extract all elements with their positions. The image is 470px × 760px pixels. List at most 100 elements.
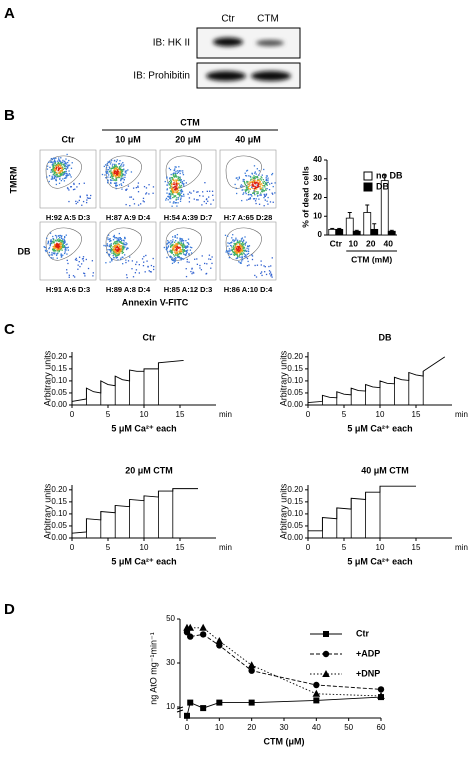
flow-event [87, 267, 90, 270]
flow-event [178, 195, 181, 197]
flow-event [209, 258, 212, 261]
flow-event [74, 259, 77, 261]
flow-event [197, 199, 199, 201]
y-tick-label: 0.00 [51, 533, 67, 542]
flow-event [46, 237, 48, 239]
flow-event [244, 189, 246, 191]
flow-event [82, 260, 85, 262]
flow-event [172, 245, 174, 247]
flow-event [175, 253, 177, 255]
flow-event [53, 248, 56, 250]
flow-event [247, 260, 249, 263]
flow-event [251, 255, 254, 257]
flow-event [129, 205, 131, 207]
flow-event [63, 173, 65, 176]
flow-event [241, 250, 243, 253]
flow-event [129, 196, 131, 198]
flow-event [173, 244, 176, 246]
flow-event [48, 180, 50, 183]
flow-event [237, 248, 239, 251]
flow-event [115, 179, 117, 182]
flow-event [112, 254, 114, 257]
flow-event [70, 186, 73, 188]
flow-event [117, 259, 119, 261]
flow-event [176, 251, 178, 253]
flow-event [116, 171, 118, 173]
flow-event [257, 182, 260, 184]
flow-event [114, 163, 116, 166]
flow-event [173, 246, 176, 248]
flow-event [92, 272, 94, 274]
flow-event [80, 263, 83, 265]
flow-event [238, 177, 240, 179]
flow-event [176, 237, 178, 239]
flow-event [114, 241, 116, 243]
flow-event [115, 184, 117, 187]
flow-event [85, 258, 87, 261]
flow-event [174, 246, 177, 248]
flow-event [114, 251, 116, 253]
flow-event [60, 157, 62, 159]
flow-event [120, 245, 122, 247]
flow-stats: H:86 A:10 D:4 [224, 285, 273, 294]
flow-event [239, 247, 241, 249]
flow-event [177, 170, 179, 172]
flow-event [233, 245, 235, 247]
flow-event [172, 249, 174, 251]
flow-event [243, 192, 245, 194]
flow-event [232, 251, 235, 253]
flow-event [65, 177, 67, 179]
flow-event [122, 263, 124, 265]
marker [377, 686, 385, 693]
y-axis-label: Arbitrary units [278, 483, 288, 539]
flow-event [253, 175, 255, 177]
flow-event [124, 176, 126, 179]
legend-marker [323, 631, 329, 637]
flow-event [56, 160, 59, 162]
flow-event [189, 191, 191, 193]
flow-event [112, 166, 114, 168]
flow-event [242, 246, 244, 249]
flow-event [118, 174, 120, 176]
flow-event [185, 182, 187, 184]
flow-event [257, 178, 259, 180]
flow-event [55, 179, 58, 182]
x-tick-label: 15 [176, 410, 185, 419]
flow-event [262, 182, 265, 184]
panel-label: D [4, 601, 15, 618]
flow-event [170, 256, 172, 258]
lane-label: Ctr [221, 14, 235, 25]
flow-event [46, 250, 48, 252]
flow-event [178, 170, 181, 172]
flow-event [233, 243, 235, 245]
flow-event [264, 199, 266, 201]
flow-event [212, 194, 214, 196]
flow-event [118, 252, 120, 254]
flow-event [173, 180, 176, 182]
flow-event [115, 165, 117, 167]
flow-event [60, 237, 63, 240]
flow-event [53, 168, 55, 171]
flow-event [208, 196, 210, 198]
flow-event [119, 250, 121, 252]
flow-event [186, 251, 188, 253]
flow-event [51, 175, 53, 178]
flow-event [75, 200, 77, 203]
flow-event [53, 161, 55, 163]
flow-event [67, 165, 70, 167]
flow-event [66, 174, 68, 176]
flow-event [263, 190, 265, 192]
flow-event [52, 250, 55, 252]
flow-event [62, 163, 64, 166]
flow-event [176, 245, 179, 248]
flow-event [53, 158, 56, 160]
flow-event [179, 181, 182, 184]
flow-event [65, 162, 67, 164]
flow-event [103, 244, 105, 247]
flow-event [246, 180, 248, 183]
flow-event [238, 249, 240, 251]
flow-event [255, 173, 257, 175]
flow-event [254, 187, 257, 190]
flow-event [51, 164, 54, 166]
flow-event [56, 248, 58, 250]
